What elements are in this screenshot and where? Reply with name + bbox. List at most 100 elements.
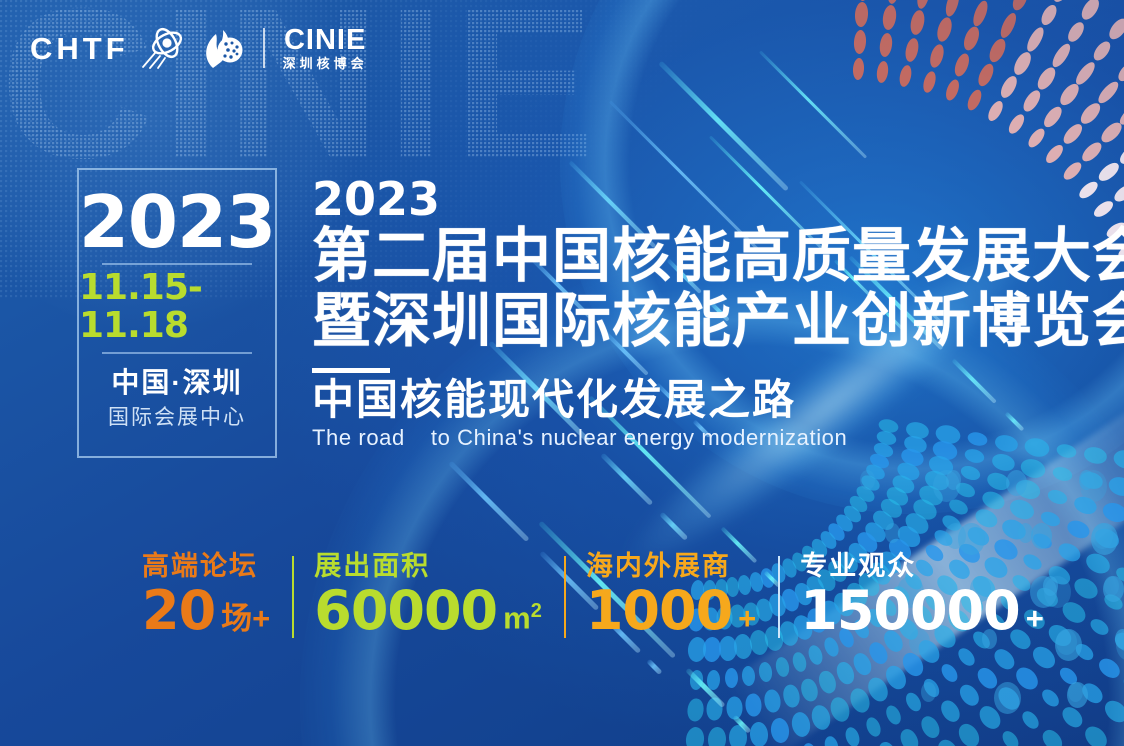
- decorative-dot: [1039, 726, 1066, 746]
- decorative-dot: [933, 470, 960, 502]
- decorative-dot: [894, 459, 922, 483]
- decorative-dot: [1090, 38, 1114, 64]
- stat-item: 高端论坛 20 场+: [120, 551, 292, 638]
- decorative-dot: [843, 725, 863, 746]
- decorative-dot: [1079, 0, 1103, 23]
- decorative-dot: [885, 523, 900, 543]
- decorative-dot: [975, 61, 997, 89]
- date-card-rule-bottom: [102, 351, 252, 354]
- decorative-dot: [1080, 721, 1112, 746]
- decorative-dot: [994, 682, 1021, 714]
- decorative-dot: [921, 467, 952, 494]
- decorative-dot: [991, 645, 1018, 673]
- stat-number: 1000: [585, 578, 733, 642]
- decorative-dot: [960, 24, 982, 53]
- decorative-dot: [851, 57, 865, 81]
- decorative-dot: [897, 727, 922, 746]
- decorative-dot: [1029, 642, 1060, 673]
- decorative-dot: [958, 463, 982, 484]
- stat-value: 1000 +: [585, 578, 757, 642]
- decorative-dot: [985, 98, 1007, 124]
- decorative-dot: [875, 60, 890, 84]
- decorative-dot: [943, 0, 962, 18]
- decorative-dot: [840, 502, 864, 526]
- decorative-ray: [448, 460, 530, 543]
- decorative-dot: [816, 528, 840, 553]
- decorative-dot: [1077, 99, 1105, 127]
- decorative-dot: [1020, 87, 1043, 115]
- decorative-dot: [1073, 58, 1099, 87]
- decorative-dot: [1059, 704, 1087, 732]
- decorative-dot: [1116, 141, 1124, 168]
- decorative-dot: [706, 726, 727, 746]
- date-card-city: 中国·深圳: [111, 366, 243, 398]
- stat-unit: +: [738, 600, 757, 636]
- decorative-dot: [953, 480, 977, 501]
- cinie-logo: CINIE 深圳核博会: [282, 24, 368, 71]
- decorative-dot: [706, 697, 724, 722]
- decorative-dot: [946, 496, 971, 518]
- stat-unit: +: [1025, 600, 1044, 636]
- decorative-dot: [853, 482, 878, 505]
- decorative-dot: [801, 742, 818, 746]
- decorative-dot: [1078, 680, 1106, 707]
- date-card-year: 2023: [78, 180, 276, 264]
- stat-unit: m2: [503, 600, 542, 636]
- decorative-dot: [1104, 576, 1119, 596]
- stat-label: 海内外展商: [585, 551, 731, 581]
- decorative-dot: [1096, 78, 1122, 107]
- decorative-dot: [1071, 574, 1102, 603]
- decorative-dot: [1096, 655, 1124, 682]
- decorative-dot: [833, 511, 857, 535]
- stat-item: 专业观众 150000 +: [778, 551, 1066, 638]
- decorative-dot: [1073, 640, 1097, 664]
- decorative-dot: [964, 87, 985, 113]
- decorative-dot: [903, 36, 921, 63]
- decorative-dot: [862, 518, 890, 546]
- stat-unit: 场+: [221, 600, 271, 636]
- decorative-dot: [847, 492, 871, 516]
- decorative-dot: [999, 727, 1022, 746]
- decorative-dot: [938, 698, 964, 726]
- decorative-dot: [825, 520, 849, 544]
- decorative-dot: [854, 1, 870, 28]
- stat-value: 20 场+: [142, 583, 271, 638]
- headline-subtitle: 中国核能现代化发展之路: [312, 375, 797, 423]
- decorative-dot: [1034, 63, 1059, 93]
- decorative-dot: [1088, 616, 1112, 639]
- stat-value: 60000 m2: [314, 583, 542, 638]
- decorative-dot: [927, 43, 947, 70]
- cinie-logo-text: CINIE: [283, 24, 367, 56]
- decorative-dot: [883, 703, 905, 727]
- decorative-dot: [889, 471, 917, 496]
- decorative-dot: [933, 736, 962, 746]
- decorative-dot: [1019, 707, 1043, 732]
- decorative-dot: [954, 645, 978, 669]
- background-dot-grid: [0, 0, 700, 300]
- decorative-dot: [728, 725, 747, 746]
- decorative-dot: [1006, 111, 1028, 137]
- decorative-dot: [986, 35, 1009, 65]
- decorative-dot: [1113, 564, 1124, 586]
- decorative-dot: [971, 0, 991, 28]
- decorative-dot: [858, 472, 883, 495]
- decorative-dot: [876, 739, 900, 746]
- decorative-dot: [974, 664, 1001, 692]
- decorative-dot: [881, 4, 898, 31]
- decorative-dot: [1082, 549, 1113, 578]
- stat-label: 展出面积: [314, 551, 431, 581]
- decorative-dot: [1068, 682, 1083, 702]
- decorative-dot: [1038, 686, 1062, 710]
- cinie-logo-subtext: 深圳核博会: [282, 56, 368, 71]
- stat-separator: [563, 556, 566, 638]
- stat-item: 展出面积 60000 m2: [292, 551, 564, 638]
- decorative-dot: [1101, 590, 1124, 613]
- decorative-dot: [1050, 0, 1074, 5]
- decorative-dot: [1116, 629, 1124, 661]
- decorative-dot: [920, 676, 943, 701]
- decorative-dot: [915, 481, 947, 510]
- chtf-logo-text: CHTF: [30, 30, 129, 66]
- stat-label: 专业观众: [800, 551, 917, 581]
- decorative-dot: [951, 51, 972, 78]
- decorative-dot: [822, 734, 841, 746]
